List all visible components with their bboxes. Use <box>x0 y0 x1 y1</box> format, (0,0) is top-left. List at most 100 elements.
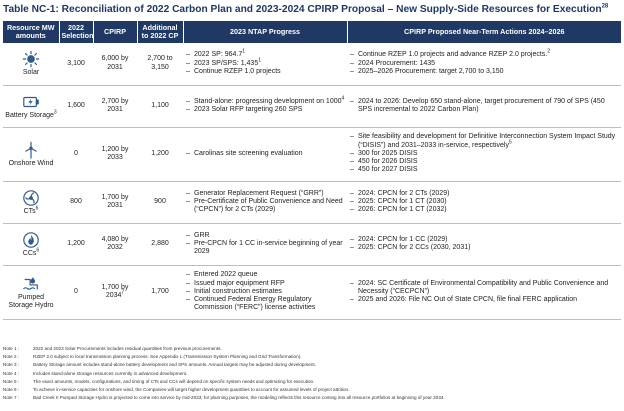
table-row: Pumped Storage Hydro 0 1,700 by 20347 1,700… <box>3 265 621 320</box>
ntap-progress-cell: 2022 SP: 964.712023 SP/SPS: 1,4351Contin… <box>183 43 347 86</box>
list-item: 2023 SP/SPS: 1,4351 <box>186 58 345 68</box>
list-item: GRR <box>186 232 345 241</box>
list-item: 2024: CPCN for 2 CTs (2029) <box>350 190 619 199</box>
actions-list: 2024: SC Certificate of Environmental Co… <box>349 280 619 305</box>
near-term-actions-cell: 2024: CPCN for 2 CTs (2029)2025: CPCN fo… <box>347 181 621 224</box>
table-title: Table NC-1: Reconciliation of 2022 Carbo… <box>3 3 609 15</box>
ntap-list: Entered 2022 queueIssued major equipment… <box>185 271 345 312</box>
list-item: 450 for 2027 DISIS <box>350 166 619 175</box>
header-actions: CPIRP Proposed Near-Term Actions 2024–20… <box>347 21 621 43</box>
footnote-text: Bad Creek II Pumped Storage Hydro is pro… <box>33 395 445 401</box>
list-item: 300 for 2025 DISIS <box>350 150 619 159</box>
actions-list: 2024 to 2026: Develop 650 stand-alone, t… <box>349 98 619 115</box>
footnote: Note 2 : RZEP 2.0 subject to local transm… <box>3 353 621 361</box>
additional-cell: 900 <box>137 181 183 224</box>
header-cpirp: CPIRP <box>93 21 138 43</box>
list-item: 2025: CPCN for 2 CCs (2030, 2031) <box>350 244 619 253</box>
header-ntap: 2023 NTAP Progress <box>183 21 348 43</box>
footnote: Note 6 : To achieve in-service capacities… <box>3 386 621 394</box>
battery-icon <box>22 93 40 111</box>
resource-label: Pumped Storage Hydro <box>8 293 54 309</box>
ntap-list: Generator Replacement Request (“GRR”)Pre… <box>185 190 345 215</box>
list-item: 2025: CPCN for 1 CT (2030) <box>350 198 619 207</box>
footnote-text: 2022 and 2023 Solar Procurements include… <box>33 346 222 351</box>
actions-list: Continue RZEP 1.0 projects and advance R… <box>349 49 619 77</box>
footnote-text: To achieve in-service capacities for ons… <box>33 387 350 393</box>
list-item: 2025–2026 Procurement: target 2,700 to 3… <box>350 68 619 77</box>
footnote: Note 7 : Bad Creek II Pumped Storage Hydr… <box>3 394 621 402</box>
near-term-actions-cell: Site feasibility and development for Def… <box>347 127 621 182</box>
resource-cell: CCs6 <box>3 223 59 266</box>
cpirp-cell: 1,200 by 2033 <box>93 127 137 182</box>
ntap-list: Stand-alone: progressing development on … <box>185 96 345 115</box>
footnote-text: The exact amounts, models, configuration… <box>33 378 315 384</box>
list-item: Issued major equipment RFP <box>186 280 345 289</box>
near-term-actions-cell: 2024 to 2026: Develop 650 stand-alone, t… <box>347 85 621 128</box>
list-item: Continued Federal Energy Regulatory Comm… <box>186 296 345 313</box>
ntap-progress-cell: Entered 2022 queueIssued major equipment… <box>183 265 347 320</box>
footnote-label: Note 6 : <box>3 387 20 393</box>
list-item: 2022 SP: 964.71 <box>186 49 345 59</box>
selection-cell: 800 <box>59 181 93 224</box>
table-row: Onshore Wind 01,200 by 20331,200Carolinas… <box>3 127 621 182</box>
footnote-text: Includes stand-alone storage resources c… <box>33 370 188 376</box>
sun-icon <box>22 50 40 68</box>
resource-cell: Solar <box>3 43 59 86</box>
cpirp-cell: 1,700 by 2031 <box>93 181 137 224</box>
list-item: 2024 Procurement: 1435 <box>350 60 619 69</box>
resource-label: CTs6 <box>23 205 39 215</box>
footnote-label: Note 7 : <box>3 395 20 401</box>
header-resource: Resource MW amounts <box>3 21 60 43</box>
list-item: 2026: CPCN for 1 CT (2032) <box>350 206 619 215</box>
resource-cell: CTs6 <box>3 181 59 224</box>
turbine-fan-icon <box>22 189 40 207</box>
footnote-label: Note 2 : <box>3 354 20 360</box>
ntap-progress-cell: Stand-alone: progressing development on … <box>183 85 347 128</box>
resource-cell: Battery Storage3 <box>3 85 59 128</box>
selection-cell: 0 <box>59 127 93 182</box>
footnote: Note 5 : The exact amounts, models, confi… <box>3 378 621 386</box>
footnote-label: Note 1 : <box>3 346 20 351</box>
list-item: Carolinas site screening evaluation <box>186 150 345 159</box>
footnote-text: Battery Storage amount includes stand-al… <box>33 362 316 368</box>
additional-cell: 2,880 <box>137 223 183 266</box>
list-item: 2024: SC Certificate of Environmental Co… <box>350 280 619 297</box>
ntap-list: Carolinas site screening evaluation <box>185 150 345 159</box>
selection-cell: 3,100 <box>59 43 93 86</box>
selection-cell: 1,600 <box>59 85 93 128</box>
list-item: Pre-Certificate of Public Convenience an… <box>186 198 345 215</box>
cpirp-cell: 2,700 by 2031 <box>93 85 137 128</box>
ntap-progress-cell: GRRPre-CPCN for 1 CC in-service beginnin… <box>183 223 347 266</box>
cpirp-cell: 4,080 by 2032 <box>93 223 137 266</box>
list-item: Pre-CPCN for 1 CC in-service beginning o… <box>186 240 345 257</box>
gas-flame-icon <box>22 231 40 249</box>
list-item: 450 for 2026 DISIS <box>350 158 619 167</box>
actions-list: 2024: CPCN for 1 CC (2029)2025: CPCN for… <box>349 236 619 253</box>
additional-cell: 1,100 <box>137 85 183 128</box>
wind-turbine-icon <box>22 141 40 159</box>
list-item: 2024 to 2026: Develop 650 stand-alone, t… <box>350 98 619 115</box>
footnote: Note 3 : Battery Storage amount includes … <box>3 361 621 369</box>
table-header-row: Resource MW amounts 2022 Selection CPIRP… <box>3 21 621 43</box>
actions-list: Site feasibility and development for Def… <box>349 133 619 175</box>
ntap-progress-cell: Generator Replacement Request (“GRR”)Pre… <box>183 181 347 224</box>
resource-label: Battery Storage3 <box>5 109 57 119</box>
footnote-text: RZEP 2.0 subject to local transmission p… <box>33 354 302 360</box>
list-item: Site feasibility and development for Def… <box>350 133 619 150</box>
near-term-actions-cell: Continue RZEP 1.0 projects and advance R… <box>347 43 621 86</box>
header-selection: 2022 Selection <box>59 21 94 43</box>
list-item: Stand-alone: progressing development on … <box>186 96 345 106</box>
list-item: Initial construction estimates <box>186 288 345 297</box>
resource-label: Solar <box>22 69 40 77</box>
list-item: Entered 2022 queue <box>186 271 345 280</box>
footnote: Note 4 : Includes stand-alone storage res… <box>3 370 621 378</box>
list-item: 2025 and 2026: File NC Out of State CPCN… <box>350 296 619 305</box>
actions-list: 2024: CPCN for 2 CTs (2029)2025: CPCN fo… <box>349 190 619 215</box>
footnotes: Note 1 : 2022 and 2023 Solar Procurements… <box>3 345 621 402</box>
footnote-label: Note 4 : <box>3 370 20 376</box>
ntap-list: GRRPre-CPCN for 1 CC in-service beginnin… <box>185 232 345 257</box>
